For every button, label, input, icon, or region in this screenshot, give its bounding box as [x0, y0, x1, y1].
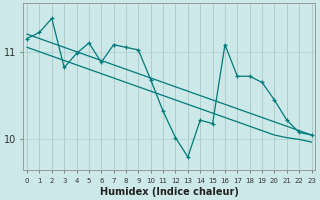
X-axis label: Humidex (Indice chaleur): Humidex (Indice chaleur) — [100, 187, 239, 197]
